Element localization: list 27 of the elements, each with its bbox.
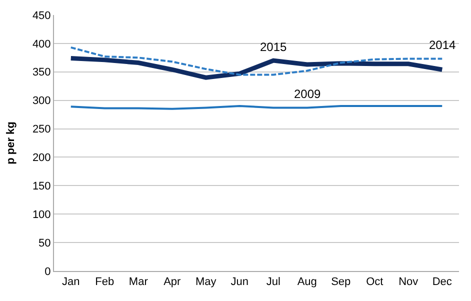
x-tick-label: Nov <box>398 276 419 288</box>
y-tick-label: 200 <box>32 152 51 164</box>
y-tick-label: 0 <box>44 266 51 278</box>
x-tick-label: Mar <box>128 276 148 288</box>
y-tick-label: 450 <box>32 10 51 22</box>
y-tick-label: 100 <box>32 208 51 221</box>
y-tick-label: 400 <box>32 38 51 50</box>
y-tick-label: 150 <box>32 180 51 193</box>
y-tick-label: 50 <box>38 237 51 250</box>
x-tick-label: Feb <box>95 276 114 288</box>
y-tick-label: 300 <box>32 95 51 108</box>
x-tick-label: Apr <box>164 276 182 288</box>
x-tick-label: Aug <box>297 276 317 288</box>
x-tick-label: Dec <box>432 276 452 288</box>
x-tick-label: Jan <box>62 276 80 288</box>
annotation: 2009 <box>294 87 322 101</box>
y-tick-label: 350 <box>32 66 51 79</box>
x-tick-label: Sep <box>331 276 351 288</box>
line-series <box>68 56 444 80</box>
annotation: 2015 <box>260 40 288 54</box>
annotation: 2014 <box>429 38 456 52</box>
x-tick-label: Oct <box>366 276 384 288</box>
y-axis-title: p per kg <box>5 122 18 164</box>
x-tick-label: May <box>195 276 217 288</box>
y-tick-label: 250 <box>32 124 51 136</box>
x-tick-label: Jul <box>266 276 280 288</box>
x-tick-label: Jun <box>230 276 249 288</box>
